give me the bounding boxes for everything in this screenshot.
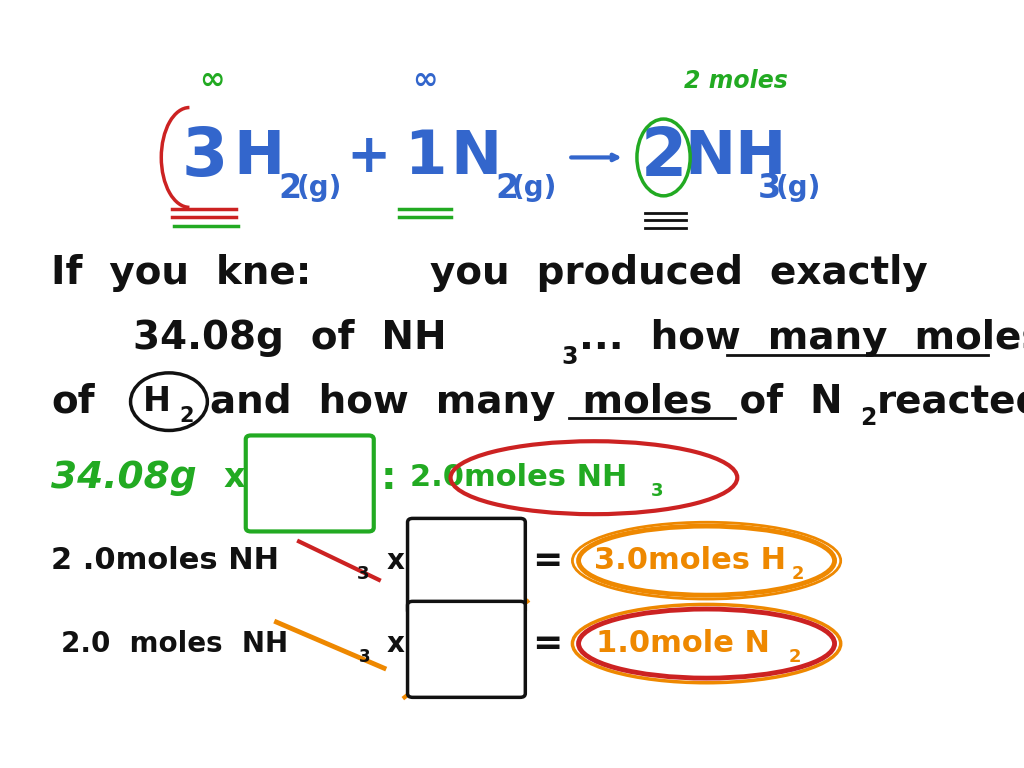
Text: 3H: 3H xyxy=(425,529,457,549)
Text: 2 NH: 2 NH xyxy=(423,581,476,599)
Text: ∞: ∞ xyxy=(200,66,224,95)
Text: =: = xyxy=(532,544,563,578)
Text: 2: 2 xyxy=(496,172,519,204)
Text: 2: 2 xyxy=(464,544,474,558)
Text: 1N: 1N xyxy=(423,612,455,632)
Text: 1mole: 1mole xyxy=(276,445,344,464)
Text: (g): (g) xyxy=(512,174,557,202)
Text: N: N xyxy=(451,128,502,187)
Text: 1.0mole N: 1.0mole N xyxy=(596,629,770,658)
Text: (g): (g) xyxy=(775,174,820,202)
Text: and  how  many  moles  of  N: and how many moles of N xyxy=(210,382,843,421)
Text: ...  how  many  moles: ... how many moles xyxy=(579,319,1024,357)
Text: 2: 2 xyxy=(279,172,302,204)
Text: ∞: ∞ xyxy=(413,66,437,95)
Text: 17.04g: 17.04g xyxy=(275,498,345,516)
FancyBboxPatch shape xyxy=(408,518,525,614)
Text: 1: 1 xyxy=(403,128,446,187)
Text: 3: 3 xyxy=(358,648,370,667)
Text: :: : xyxy=(381,458,396,497)
Text: reacted?: reacted? xyxy=(877,382,1024,421)
Text: 3: 3 xyxy=(481,594,490,608)
Text: 2 NH: 2 NH xyxy=(423,664,476,682)
Text: H: H xyxy=(143,386,171,418)
Text: 2 .0moles NH: 2 .0moles NH xyxy=(51,546,280,575)
Text: (g): (g) xyxy=(297,174,342,202)
Text: 3: 3 xyxy=(758,172,781,204)
Text: 2: 2 xyxy=(640,124,687,190)
Text: 2.0moles NH: 2.0moles NH xyxy=(410,463,627,492)
Text: 34.08g: 34.08g xyxy=(51,460,197,495)
Text: 34.08g  of  NH: 34.08g of NH xyxy=(133,319,446,357)
Text: of: of xyxy=(51,382,94,421)
Text: 2: 2 xyxy=(788,648,801,667)
FancyBboxPatch shape xyxy=(408,601,525,697)
Text: 3: 3 xyxy=(356,565,369,584)
Text: +: + xyxy=(346,131,391,184)
Text: 2: 2 xyxy=(461,627,471,641)
Text: x: x xyxy=(387,630,404,657)
Text: 2: 2 xyxy=(792,565,804,584)
Text: 2: 2 xyxy=(860,406,877,430)
Text: you  produced  exactly: you produced exactly xyxy=(430,253,928,292)
Text: 3: 3 xyxy=(481,677,490,691)
Text: H: H xyxy=(233,128,285,187)
Text: x: x xyxy=(223,462,245,494)
Text: 2: 2 xyxy=(179,406,194,426)
Text: 3: 3 xyxy=(651,482,664,500)
Text: NH: NH xyxy=(684,128,786,187)
Text: 3: 3 xyxy=(181,124,228,190)
Text: x: x xyxy=(387,547,404,574)
Text: 2.0  moles  NH: 2.0 moles NH xyxy=(61,630,289,657)
Text: If  you  kne:: If you kne: xyxy=(51,253,311,292)
Text: 2 moles: 2 moles xyxy=(684,68,787,93)
Text: 3: 3 xyxy=(561,345,578,369)
FancyBboxPatch shape xyxy=(246,435,374,531)
Text: 3.0moles H: 3.0moles H xyxy=(594,546,786,575)
Text: =: = xyxy=(532,627,563,660)
